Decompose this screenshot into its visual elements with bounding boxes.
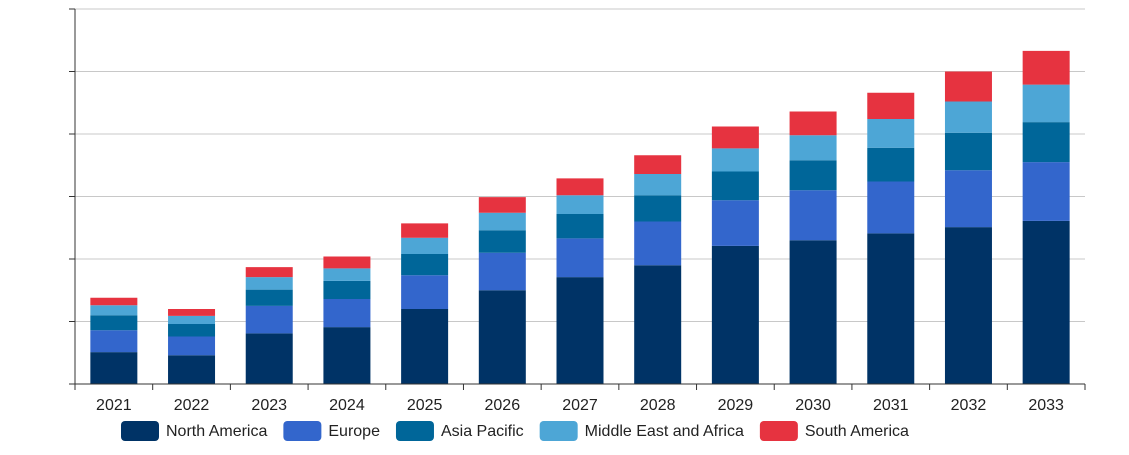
bar-segment-asia-pacific-2029 [711, 171, 759, 201]
bar-segment-middle-east-and-africa-2033 [1022, 84, 1070, 123]
x-tick-label: 2031 [873, 397, 909, 414]
x-tick-label: 2024 [329, 397, 365, 414]
bar-segment-asia-pacific-2032 [944, 132, 992, 171]
x-tick-label: 2033 [1028, 397, 1064, 414]
bar-segment-north-america-2030 [789, 240, 837, 384]
bar-segment-asia-pacific-2026 [478, 230, 526, 253]
bar-segment-asia-pacific-2025 [401, 254, 449, 276]
bar-segment-asia-pacific-2031 [867, 147, 915, 182]
bar-segment-asia-pacific-2033 [1022, 122, 1070, 163]
bar-segment-asia-pacific-2021 [90, 315, 138, 331]
bar-segment-middle-east-and-africa-2021 [90, 305, 138, 316]
bar-segment-europe-2022 [168, 336, 216, 356]
x-tick-label: 2022 [174, 397, 210, 414]
bar-segment-middle-east-and-africa-2032 [944, 101, 992, 133]
bar-segment-south-america-2024 [323, 256, 371, 269]
legend-label: North America [166, 423, 267, 440]
x-tick-label: 2025 [407, 397, 443, 414]
bar-segment-south-america-2031 [867, 92, 915, 119]
bar-segment-europe-2033 [1022, 162, 1070, 221]
bar-segment-europe-2031 [867, 181, 915, 234]
legend-label: Middle East and Africa [585, 423, 744, 440]
bar-segment-europe-2030 [789, 190, 837, 241]
x-tick-label: 2028 [640, 397, 676, 414]
x-tick-label: 2023 [251, 397, 287, 414]
legend-label: South America [805, 423, 909, 440]
bar-segment-europe-2025 [401, 275, 449, 309]
bar-segment-north-america-2033 [1022, 220, 1070, 385]
bar-segment-europe-2028 [634, 221, 682, 266]
bar-segment-south-america-2030 [789, 111, 837, 136]
bar-segment-north-america-2032 [944, 227, 992, 385]
bars [90, 50, 1070, 385]
bar-segment-middle-east-and-africa-2027 [556, 195, 604, 214]
bar-segment-north-america-2021 [90, 352, 138, 385]
bar-segment-north-america-2024 [323, 327, 371, 385]
bar-segment-europe-2026 [478, 252, 526, 291]
bar-segment-middle-east-and-africa-2023 [245, 277, 293, 290]
bar-segment-asia-pacific-2024 [323, 280, 371, 300]
bar-segment-north-america-2031 [867, 233, 915, 385]
bar-segment-middle-east-and-africa-2031 [867, 119, 915, 148]
bar-segment-middle-east-and-africa-2028 [634, 174, 682, 196]
bar-segment-middle-east-and-africa-2025 [401, 237, 449, 254]
bar-segment-middle-east-and-africa-2029 [711, 148, 759, 172]
bar-segment-asia-pacific-2022 [168, 324, 216, 337]
bar-segment-north-america-2028 [634, 265, 682, 384]
bar-segment-north-america-2027 [556, 277, 604, 385]
bar-segment-south-america-2022 [168, 309, 216, 316]
x-tick-label: 2021 [96, 397, 132, 414]
bar-segment-north-america-2026 [478, 290, 526, 384]
bar-segment-europe-2023 [245, 305, 293, 334]
legend-label: Asia Pacific [441, 423, 524, 440]
axes [69, 8, 1086, 390]
bar-segment-middle-east-and-africa-2030 [789, 135, 837, 161]
bar-segment-europe-2027 [556, 238, 604, 278]
bar-segment-asia-pacific-2027 [556, 214, 604, 239]
bar-segment-south-america-2029 [711, 126, 759, 149]
legend: North America Europe Asia Pacific Middle Ea… [121, 421, 909, 441]
x-tick-label: 2032 [951, 397, 987, 414]
bar-segment-south-america-2021 [90, 297, 138, 306]
bar-segment-north-america-2025 [401, 309, 449, 384]
bar-segment-asia-pacific-2030 [789, 160, 837, 191]
bar-segment-europe-2021 [90, 330, 138, 353]
bar-segment-south-america-2027 [556, 178, 604, 196]
bar-segment-north-america-2029 [711, 245, 759, 385]
bar-segment-asia-pacific-2023 [245, 289, 293, 306]
bar-segment-south-america-2032 [944, 71, 992, 102]
legend-label: Europe [328, 423, 380, 440]
bar-segment-north-america-2023 [245, 333, 293, 385]
bar-segment-south-america-2023 [245, 267, 293, 278]
x-tick-label: 2030 [795, 397, 831, 414]
bar-segment-north-america-2022 [168, 355, 216, 384]
legend-swatch [759, 421, 798, 441]
x-tick-labels: 2021 2022 2023 2024 2025 2026 2027 2028 2029 2030… [96, 397, 1064, 414]
bar-segment-middle-east-and-africa-2022 [168, 315, 216, 325]
bar-segment-south-america-2033 [1022, 50, 1070, 85]
legend-swatch [539, 421, 578, 441]
legend-swatch [121, 421, 159, 441]
bar-segment-middle-east-and-africa-2024 [323, 268, 371, 281]
bar-segment-middle-east-and-africa-2026 [478, 212, 526, 231]
x-tick-label: 2026 [485, 397, 521, 414]
bar-segment-south-america-2026 [478, 197, 526, 213]
bar-segment-south-america-2025 [401, 223, 449, 238]
bar-segment-europe-2032 [944, 170, 992, 228]
legend-swatch [395, 421, 434, 441]
bar-segment-south-america-2028 [634, 155, 682, 174]
x-tick-label: 2027 [562, 397, 598, 414]
x-tick-label: 2029 [718, 397, 754, 414]
bar-segment-asia-pacific-2028 [634, 195, 682, 222]
bar-segment-europe-2029 [711, 200, 759, 246]
bar-segment-europe-2024 [323, 299, 371, 328]
legend-swatch [283, 421, 322, 441]
